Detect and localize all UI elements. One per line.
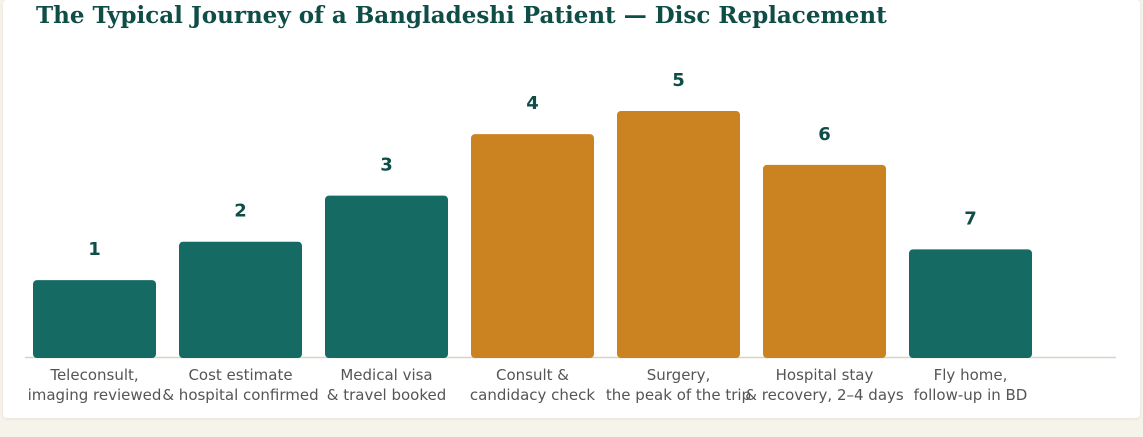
bar-step-1 — [33, 280, 156, 358]
category-label-line: candidacy check — [470, 386, 595, 404]
step-number-label: 2 — [234, 201, 247, 222]
category-label-line: follow-up in BD — [914, 386, 1028, 404]
category-label-line: Medical visa — [340, 366, 432, 384]
category-label-line: Teleconsult, — [49, 366, 138, 384]
bar-step-4 — [471, 134, 594, 358]
category-label-line: Surgery, — [647, 366, 711, 384]
bar-step-2 — [179, 241, 302, 358]
category-label-line: Cost estimate — [188, 366, 292, 384]
category-label-line: the peak of the trip — [606, 386, 751, 404]
category-label-line: & travel booked — [327, 386, 447, 404]
category-label-line: & recovery, 2–4 days — [745, 386, 904, 404]
bar-step-7 — [909, 249, 1032, 358]
category-label-line: Hospital stay — [776, 366, 874, 384]
bar-step-6 — [763, 164, 886, 358]
category-label-line: Fly home, — [934, 366, 1008, 384]
step-number-label: 3 — [380, 155, 393, 176]
bar-step-5 — [617, 111, 740, 358]
category-label-line: & hospital confirmed — [162, 386, 318, 404]
step-number-label: 1 — [88, 239, 101, 260]
step-number-label: 6 — [818, 124, 831, 145]
chart-title: The Typical Journey of a Bangladeshi Pat… — [36, 2, 887, 29]
category-label-line: imaging reviewed — [28, 386, 162, 404]
bar-step-3 — [325, 195, 448, 358]
category-label-line: Consult & — [496, 366, 569, 384]
step-number-label: 5 — [672, 70, 685, 91]
step-number-label: 7 — [964, 208, 977, 229]
step-number-label: 4 — [526, 93, 539, 114]
